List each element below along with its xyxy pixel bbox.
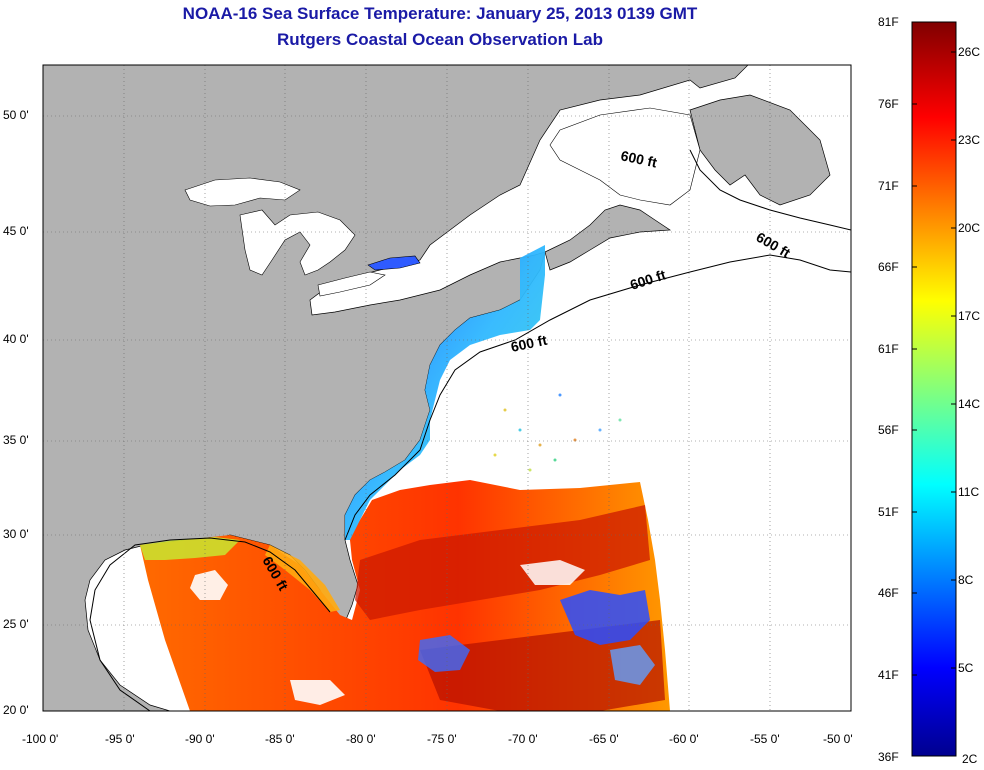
- map-grid: [43, 65, 851, 711]
- sst-warm-core: [355, 505, 650, 620]
- lon-tick-75: -75 0': [427, 732, 457, 746]
- colorbar-f-51: 51F: [878, 505, 899, 519]
- colorbar-f-61: 61F: [878, 342, 899, 356]
- cloud-hole-gulf: [190, 570, 228, 600]
- colorbar-c-20: 20C: [958, 221, 981, 235]
- contour-label-600ft-midatlantic: 600 ft: [509, 332, 548, 355]
- sst-cold-cloud-patch-2: [418, 635, 470, 672]
- gulf-st-lawrence: [549, 107, 701, 206]
- cloud-hole-atlantic: [520, 560, 585, 585]
- lat-tick-30: 30 0': [3, 527, 29, 541]
- sst-cold-cloud-patch: [560, 590, 650, 645]
- lon-tick-85: -85 0': [265, 732, 295, 746]
- lon-tick-50: -50 0': [823, 732, 853, 746]
- lat-tick-35: 35 0': [3, 433, 29, 447]
- sst-scatter-speckles: [493, 393, 622, 472]
- colorbar-c-23: 23C: [958, 133, 981, 147]
- colorbar-c-5: 5C: [958, 661, 974, 675]
- land-newfoundland: [689, 94, 831, 206]
- colorbar-f-81: 81F: [878, 15, 899, 29]
- colorbar-f-71: 71F: [878, 179, 899, 193]
- map-title: NOAA-16 Sea Surface Temperature: January…: [182, 4, 698, 23]
- colorbar-c-11: 11C: [958, 485, 980, 499]
- colorbar-f-66: 66F: [878, 260, 899, 274]
- colorbar-f-76: 76F: [878, 97, 899, 111]
- great-lake-superior: [184, 177, 301, 207]
- colorbar-f-56: 56F: [878, 423, 899, 437]
- colorbar-f-41: 41F: [878, 668, 899, 682]
- lon-tick-90: -90 0': [185, 732, 215, 746]
- lon-tick-80: -80 0': [346, 732, 376, 746]
- colorbar-c-14: 14C: [958, 397, 981, 411]
- colorbar-c-26: 26C: [958, 45, 981, 59]
- great-lake-michigan-huron: [239, 209, 356, 276]
- map-frame: [42, 64, 852, 712]
- colorbar-f-36: 36F: [878, 750, 899, 764]
- great-lake-erie: [317, 271, 386, 297]
- colorbar: [911, 21, 957, 757]
- colorbar-c-2: 2C: [962, 752, 978, 766]
- sst-cold-cloud-patch-3: [610, 645, 655, 685]
- lat-tick-50: 50 0': [3, 108, 29, 122]
- colorbar-f-46: 46F: [878, 586, 899, 600]
- lon-tick-55: -55 0': [750, 732, 780, 746]
- cloud-hole-caribbean: [290, 680, 345, 705]
- map-subtitle: Rutgers Coastal Ocean Observation Lab: [277, 30, 603, 49]
- colorbar-c-8: 8C: [958, 573, 974, 587]
- lon-tick-60: -60 0': [669, 732, 699, 746]
- lat-tick-45: 45 0': [3, 224, 29, 238]
- colorbar-ticks: [912, 51, 956, 676]
- sst-gulf-coast-cool: [140, 537, 240, 560]
- lat-tick-25: 25 0': [3, 617, 29, 631]
- lon-tick-95: -95 0': [105, 732, 135, 746]
- lat-tick-40: 40 0': [3, 332, 29, 346]
- lon-tick-70: -70 0': [508, 732, 538, 746]
- lat-tick-20: 20 0': [3, 703, 29, 717]
- sst-coastal-band: [345, 245, 545, 540]
- land-maritimes: [544, 204, 672, 271]
- lon-tick-65: -65 0': [589, 732, 619, 746]
- great-lake-ontario: [367, 255, 421, 271]
- contour-label-600ft-newfoundland: 600 ft: [619, 147, 658, 170]
- colorbar-c-17: 17C: [958, 309, 981, 323]
- lon-tick-100: -100 0': [22, 732, 59, 746]
